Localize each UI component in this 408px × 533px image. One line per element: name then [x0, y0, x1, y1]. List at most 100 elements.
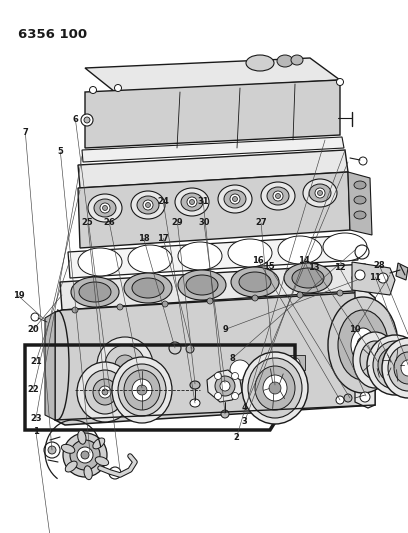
Text: 20: 20: [28, 325, 39, 334]
Ellipse shape: [94, 199, 116, 217]
Polygon shape: [45, 312, 55, 420]
Ellipse shape: [143, 200, 153, 210]
Ellipse shape: [97, 337, 153, 393]
Ellipse shape: [317, 190, 322, 196]
Ellipse shape: [351, 328, 375, 362]
Ellipse shape: [382, 338, 408, 398]
Text: 7: 7: [22, 128, 28, 136]
Polygon shape: [85, 58, 340, 92]
Ellipse shape: [93, 438, 105, 449]
Text: 16: 16: [253, 256, 264, 264]
Ellipse shape: [117, 304, 123, 310]
Ellipse shape: [401, 360, 408, 376]
Ellipse shape: [337, 290, 343, 296]
Ellipse shape: [181, 193, 203, 211]
Ellipse shape: [224, 190, 246, 208]
Text: 8: 8: [230, 354, 235, 362]
Ellipse shape: [128, 245, 172, 273]
Text: 27: 27: [255, 219, 267, 227]
Ellipse shape: [190, 381, 200, 389]
Text: 1: 1: [33, 427, 39, 436]
Ellipse shape: [368, 351, 382, 369]
Polygon shape: [68, 235, 358, 278]
Ellipse shape: [292, 268, 324, 288]
Ellipse shape: [72, 307, 78, 313]
Text: 26: 26: [104, 219, 115, 227]
Ellipse shape: [261, 182, 295, 210]
Ellipse shape: [263, 375, 287, 401]
Ellipse shape: [228, 239, 272, 267]
Ellipse shape: [248, 358, 302, 418]
Ellipse shape: [315, 188, 325, 198]
Text: 25: 25: [82, 219, 93, 227]
Ellipse shape: [178, 242, 222, 270]
Ellipse shape: [215, 376, 235, 396]
Text: 6: 6: [73, 116, 78, 124]
Polygon shape: [396, 263, 408, 280]
Ellipse shape: [88, 194, 122, 222]
Ellipse shape: [105, 345, 145, 385]
Ellipse shape: [79, 282, 111, 302]
Text: 24: 24: [157, 197, 169, 206]
Ellipse shape: [255, 366, 295, 410]
Text: 19: 19: [13, 292, 24, 300]
Ellipse shape: [93, 379, 117, 405]
Ellipse shape: [63, 433, 107, 477]
Ellipse shape: [84, 466, 92, 480]
Ellipse shape: [344, 394, 352, 402]
Polygon shape: [78, 172, 350, 248]
Ellipse shape: [132, 278, 164, 298]
Ellipse shape: [65, 461, 77, 472]
Ellipse shape: [269, 382, 281, 394]
Ellipse shape: [132, 379, 152, 401]
Ellipse shape: [373, 341, 408, 389]
Ellipse shape: [48, 446, 56, 454]
Ellipse shape: [290, 358, 300, 368]
Ellipse shape: [215, 392, 222, 400]
Ellipse shape: [118, 364, 166, 416]
Text: 6356 100: 6356 100: [18, 28, 87, 41]
Ellipse shape: [220, 381, 230, 391]
Ellipse shape: [99, 386, 111, 398]
Text: 30: 30: [198, 219, 210, 227]
Ellipse shape: [360, 341, 390, 379]
Ellipse shape: [231, 392, 239, 400]
Ellipse shape: [275, 193, 281, 198]
Ellipse shape: [367, 335, 408, 395]
Ellipse shape: [233, 197, 237, 201]
Ellipse shape: [354, 181, 366, 189]
Polygon shape: [348, 172, 372, 235]
Ellipse shape: [81, 114, 93, 126]
Ellipse shape: [218, 185, 252, 213]
Ellipse shape: [323, 233, 367, 261]
Polygon shape: [60, 264, 368, 310]
Ellipse shape: [359, 157, 367, 165]
Bar: [285, 355, 305, 370]
Ellipse shape: [112, 357, 172, 423]
Text: 23: 23: [30, 414, 42, 423]
Ellipse shape: [187, 197, 197, 207]
Ellipse shape: [131, 191, 165, 219]
Ellipse shape: [353, 332, 397, 388]
Ellipse shape: [146, 203, 151, 207]
Text: 29: 29: [172, 219, 183, 227]
Ellipse shape: [85, 370, 125, 414]
Ellipse shape: [207, 298, 213, 304]
Ellipse shape: [162, 301, 168, 307]
Ellipse shape: [189, 199, 195, 205]
Ellipse shape: [175, 188, 209, 216]
Ellipse shape: [390, 360, 400, 370]
Ellipse shape: [284, 263, 332, 293]
Text: 28: 28: [374, 261, 385, 270]
Text: 14: 14: [298, 256, 310, 264]
Ellipse shape: [89, 86, 97, 93]
Polygon shape: [55, 292, 375, 425]
Text: 22: 22: [28, 385, 39, 393]
Ellipse shape: [61, 445, 75, 453]
Ellipse shape: [137, 196, 159, 214]
Ellipse shape: [277, 55, 293, 67]
Ellipse shape: [102, 389, 108, 395]
Ellipse shape: [388, 345, 408, 391]
Ellipse shape: [354, 196, 366, 204]
Ellipse shape: [77, 362, 133, 422]
